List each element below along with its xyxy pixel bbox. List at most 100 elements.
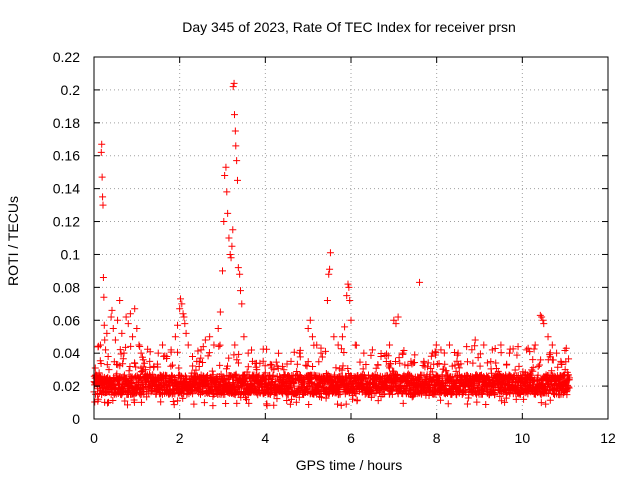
scatter-point [231,341,239,349]
scatter-point [190,400,198,408]
scatter-point [189,362,197,370]
scatter-point [99,193,107,201]
scatter-point [216,308,224,316]
scatter-point [209,371,217,379]
scatter-point [208,367,216,375]
scatter-point [117,350,125,358]
scatter-point [232,142,240,150]
scatter-point [225,354,233,362]
y-tick-label: 0.1 [61,246,81,262]
scatter-point [167,346,175,354]
scatter-point [497,349,505,357]
x-tick-label: 8 [433,430,441,446]
scatter-point [130,398,138,406]
y-tick-label: 0.22 [53,49,80,65]
scatter-point [476,350,484,358]
scatter-point [236,287,244,295]
scatter-point [476,362,484,370]
scatter-point [197,354,205,362]
scatter-point [497,341,505,349]
scatter-point [424,359,432,367]
scatter-point [529,364,537,372]
scatter-point [120,349,128,357]
scatter-point [180,313,188,321]
scatter-point [523,346,531,354]
scatter-point [341,323,349,331]
scatter-point [273,395,281,403]
scatter-point [546,349,554,357]
scatter-point [233,176,241,184]
scatter-point [139,356,147,364]
scatter-point [274,364,282,372]
scatter-point [520,395,528,403]
scatter-point [432,349,440,357]
scatter-point [548,341,556,349]
scatter-point [362,360,370,368]
scatter-point [542,400,550,408]
scatter-point [473,398,481,406]
scatter-point [334,341,342,349]
scatter-point [119,355,127,363]
scatter-point [332,364,340,372]
scatter-point [215,342,223,350]
scatter-point [323,297,331,305]
scatter-point [544,333,552,341]
y-tick-label: 0.12 [53,214,80,230]
scatter-point [409,392,417,400]
chart-title: Day 345 of 2023, Rate Of TEC Index for r… [182,19,516,35]
scatter-point [266,360,274,368]
scatter-point [345,283,353,291]
scatter-point [220,218,228,226]
scatter-point [318,353,326,361]
scatter-point [453,357,461,365]
scatter-point [382,357,390,365]
scatter-point [356,358,364,366]
scatter-point [512,395,520,403]
scatter-point [296,349,304,357]
scatter-point [534,362,542,370]
scatter-point [293,367,301,375]
scatter-point [135,341,143,349]
y-tick-label: 0.08 [53,279,80,295]
scatter-point [194,347,202,355]
scatter-point [351,388,359,396]
scatter-point [531,341,539,349]
scatter-point [536,311,544,319]
scatter-point [131,305,139,313]
scatter-point [529,356,537,364]
scatter-point [136,391,144,399]
scatter-point [131,359,139,367]
scatter-point [308,379,316,387]
scatter-point [231,127,239,135]
scatter-point [377,352,385,360]
scatter-point [216,361,224,369]
scatter-point [444,400,452,408]
scatter-point [98,173,106,181]
scatter-point [109,396,117,404]
scatter-point [468,346,476,354]
scatter-point [290,348,298,356]
scatter-point [511,366,519,374]
scatter-point [361,375,369,383]
y-tick-label: 0.04 [53,345,80,361]
scatter-point [104,399,112,407]
x-tick-label: 6 [347,430,355,446]
scatter-point [179,394,187,402]
scatter-point [174,397,182,405]
scatter-point [287,395,295,403]
scatter-point [537,399,545,407]
scatter-point [229,226,237,234]
x-tick-label: 12 [600,430,616,446]
scatter-point [105,366,113,374]
scatter-point [398,349,406,357]
scatter-point [514,343,522,351]
scatter-point [471,336,479,344]
scatter-point [116,346,124,354]
scatter-point [126,362,134,370]
scatter-point [173,348,181,356]
scatter-point [233,399,241,407]
scatter-point [564,371,572,379]
scatter-point [325,270,333,278]
scatter-point [189,352,197,360]
scatter-point [317,393,325,401]
